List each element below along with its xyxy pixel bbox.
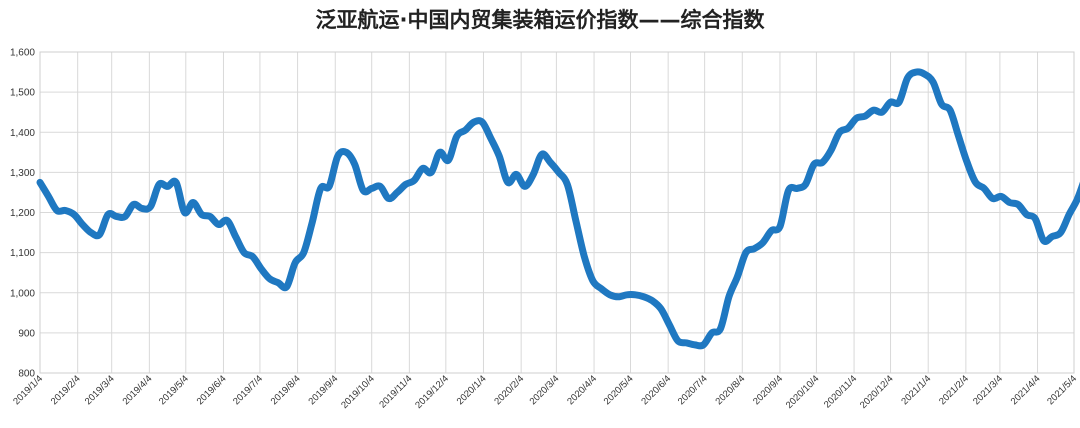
y-tick-label: 1,300 — [10, 168, 35, 179]
x-tick-label: 2020/7/4 — [676, 373, 710, 407]
y-tick-label: 1,000 — [10, 288, 35, 299]
y-tick-label: 1,200 — [10, 208, 35, 219]
x-tick-label: 2019/8/4 — [269, 373, 303, 407]
x-tick-label: 2020/2/4 — [492, 373, 526, 407]
y-tick-label: 1,500 — [10, 88, 35, 99]
x-tick-label: 2021/2/4 — [937, 373, 971, 407]
series-line — [36, 68, 1080, 350]
x-tick-label: 2020/11/4 — [822, 373, 859, 410]
x-tick-label: 2020/3/4 — [528, 373, 562, 407]
y-tick-label: 1,400 — [10, 128, 35, 139]
x-tick-label: 2019/3/4 — [83, 373, 117, 407]
gridlines — [39, 51, 1075, 374]
x-axis: 2019/1/4 2019/2/4 2019/3/4 2019/4/4 2019/5/4… — [11, 373, 1079, 411]
x-tick-label: 2019/5/4 — [157, 373, 191, 407]
x-tick-label: 2019/2/4 — [49, 373, 83, 407]
x-tick-label: 2020/4/4 — [565, 373, 599, 407]
y-tick-label: 1,600 — [10, 48, 35, 59]
x-tick-label: 2020/10/4 — [784, 373, 822, 411]
x-tick-label: 2020/5/4 — [602, 373, 636, 407]
x-tick-label: 2020/9/4 — [751, 373, 785, 407]
x-tick-label: 2020/12/4 — [858, 373, 896, 411]
x-tick-label: 2019/4/4 — [121, 373, 155, 407]
x-tick-label: 2019/12/4 — [413, 373, 451, 411]
x-tick-label: 2020/8/4 — [713, 373, 747, 407]
x-tick-label: 2019/9/4 — [306, 373, 340, 407]
x-tick-label: 2021/3/4 — [971, 373, 1005, 407]
y-tick-label: 1,100 — [10, 248, 35, 259]
x-tick-label: 2020/6/4 — [639, 373, 673, 407]
y-axis: 800 900 1,000 1,100 1,200 1,300 1,400 1,500 1,60… — [10, 48, 35, 380]
chart-title: 泛亚航运·中国内贸集装箱运价指数——综合指数 — [315, 8, 765, 32]
y-tick-label: 900 — [18, 328, 35, 339]
x-tick-label: 2019/11/4 — [377, 373, 414, 410]
x-tick-label: 2021/4/4 — [1009, 373, 1043, 407]
x-tick-label: 2021/5/4 — [1045, 373, 1079, 407]
x-tick-label: 2020/1/4 — [455, 373, 489, 407]
x-tick-label: 2019/10/4 — [339, 373, 377, 411]
x-tick-label: 2021/1/4 — [899, 373, 933, 407]
x-tick-label: 2019/7/4 — [231, 373, 265, 407]
x-tick-label: 2019/6/4 — [195, 373, 229, 407]
plot-area — [36, 68, 1080, 350]
y-tick-label: 800 — [18, 369, 35, 380]
